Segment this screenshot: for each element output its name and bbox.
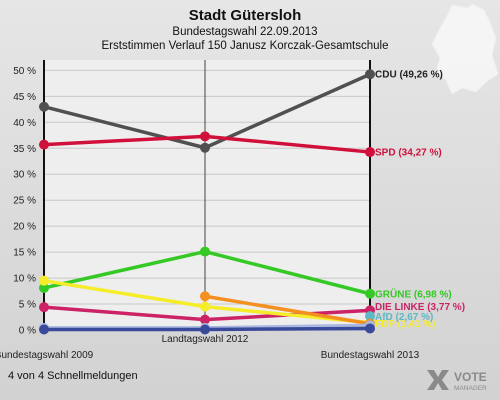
x-category-label-2012: Landtagswahl 2012	[162, 334, 249, 345]
data-point-die-linke	[200, 314, 210, 325]
y-tick-label: 30 %	[13, 170, 36, 181]
data-point-sonstige2	[39, 324, 49, 335]
report-status-footnote: 4 von 4 Schnellmeldungen	[8, 370, 138, 382]
series-end-label-spd: SPD (34,27 %)	[375, 148, 442, 159]
y-tick-label: 40 %	[13, 118, 36, 129]
data-point-gr-ne	[365, 288, 375, 299]
data-point-sonstige2	[200, 324, 210, 335]
series-end-label-cdu: CDU (49,26 %)	[375, 70, 443, 81]
series-end-labels: CDU (49,26 %) SPD (34,27 %) GRÜNE (6,98 %)…	[375, 70, 465, 330]
y-tick-label: 0 %	[19, 326, 36, 337]
y-tick-label: 20 %	[13, 222, 36, 233]
data-point-sonstige2	[365, 323, 375, 334]
y-tick-label: 5 %	[19, 300, 36, 311]
chart-subtitle-election: Bundestagswahl 22.09.2013	[172, 26, 317, 38]
data-point-spd	[365, 147, 375, 158]
y-tick-label: 15 %	[13, 248, 36, 259]
chart-title: Stadt Gütersloh	[189, 7, 302, 24]
y-tick-label: 35 %	[13, 144, 36, 155]
series-end-label-die-linke: DIE LINKE (3,77 %)	[375, 302, 465, 313]
data-point-die-linke	[39, 302, 49, 313]
y-tick-label: 45 %	[13, 92, 36, 103]
data-point-fdp	[39, 275, 49, 286]
y-tick-label: 25 %	[13, 196, 36, 207]
data-point-piraten	[200, 291, 210, 302]
series-end-label-gr-ne: GRÜNE (6,98 %)	[375, 287, 452, 300]
germany-map-icon	[431, 3, 499, 95]
data-point-gr-ne	[200, 246, 210, 257]
data-point-spd	[200, 131, 210, 142]
data-point-spd	[39, 139, 49, 150]
series-group	[39, 69, 375, 335]
vote-manager-logo: VOTE MANAGER	[427, 370, 487, 392]
data-point-cdu	[39, 101, 49, 112]
x-category-label-2013: Bundestagswahl 2013	[321, 350, 420, 361]
y-tick-label: 10 %	[13, 274, 36, 285]
logo-vote-text: VOTE	[454, 370, 487, 384]
data-point-cdu	[365, 69, 375, 80]
data-point-fdp	[200, 301, 210, 312]
data-point-cdu	[200, 142, 210, 153]
series-line-piraten	[204, 294, 371, 326]
data-point-gr-ne	[39, 282, 49, 293]
data-point-afd	[365, 311, 375, 322]
plot-area	[44, 60, 370, 330]
series-end-label-afd: AfD (2,67 %)	[375, 312, 433, 323]
y-tick-label: 50 %	[13, 66, 36, 77]
series-end-label-fdp: FDP (1,41 %)	[375, 319, 435, 330]
logo-manager-text: MANAGER	[454, 385, 487, 392]
y-axis-ticks: 0 % 5 % 10 % 15 % 20 % 25 % 30 % 35 % 40 % 45 % 50…	[13, 66, 36, 337]
vote-manager-x-icon	[427, 370, 449, 390]
x-category-label-2009: Bundestagswahl 2009	[0, 350, 94, 361]
chart-subtitle-district: Erststimmen Verlauf 150 Janusz Korczak-G…	[102, 40, 389, 52]
